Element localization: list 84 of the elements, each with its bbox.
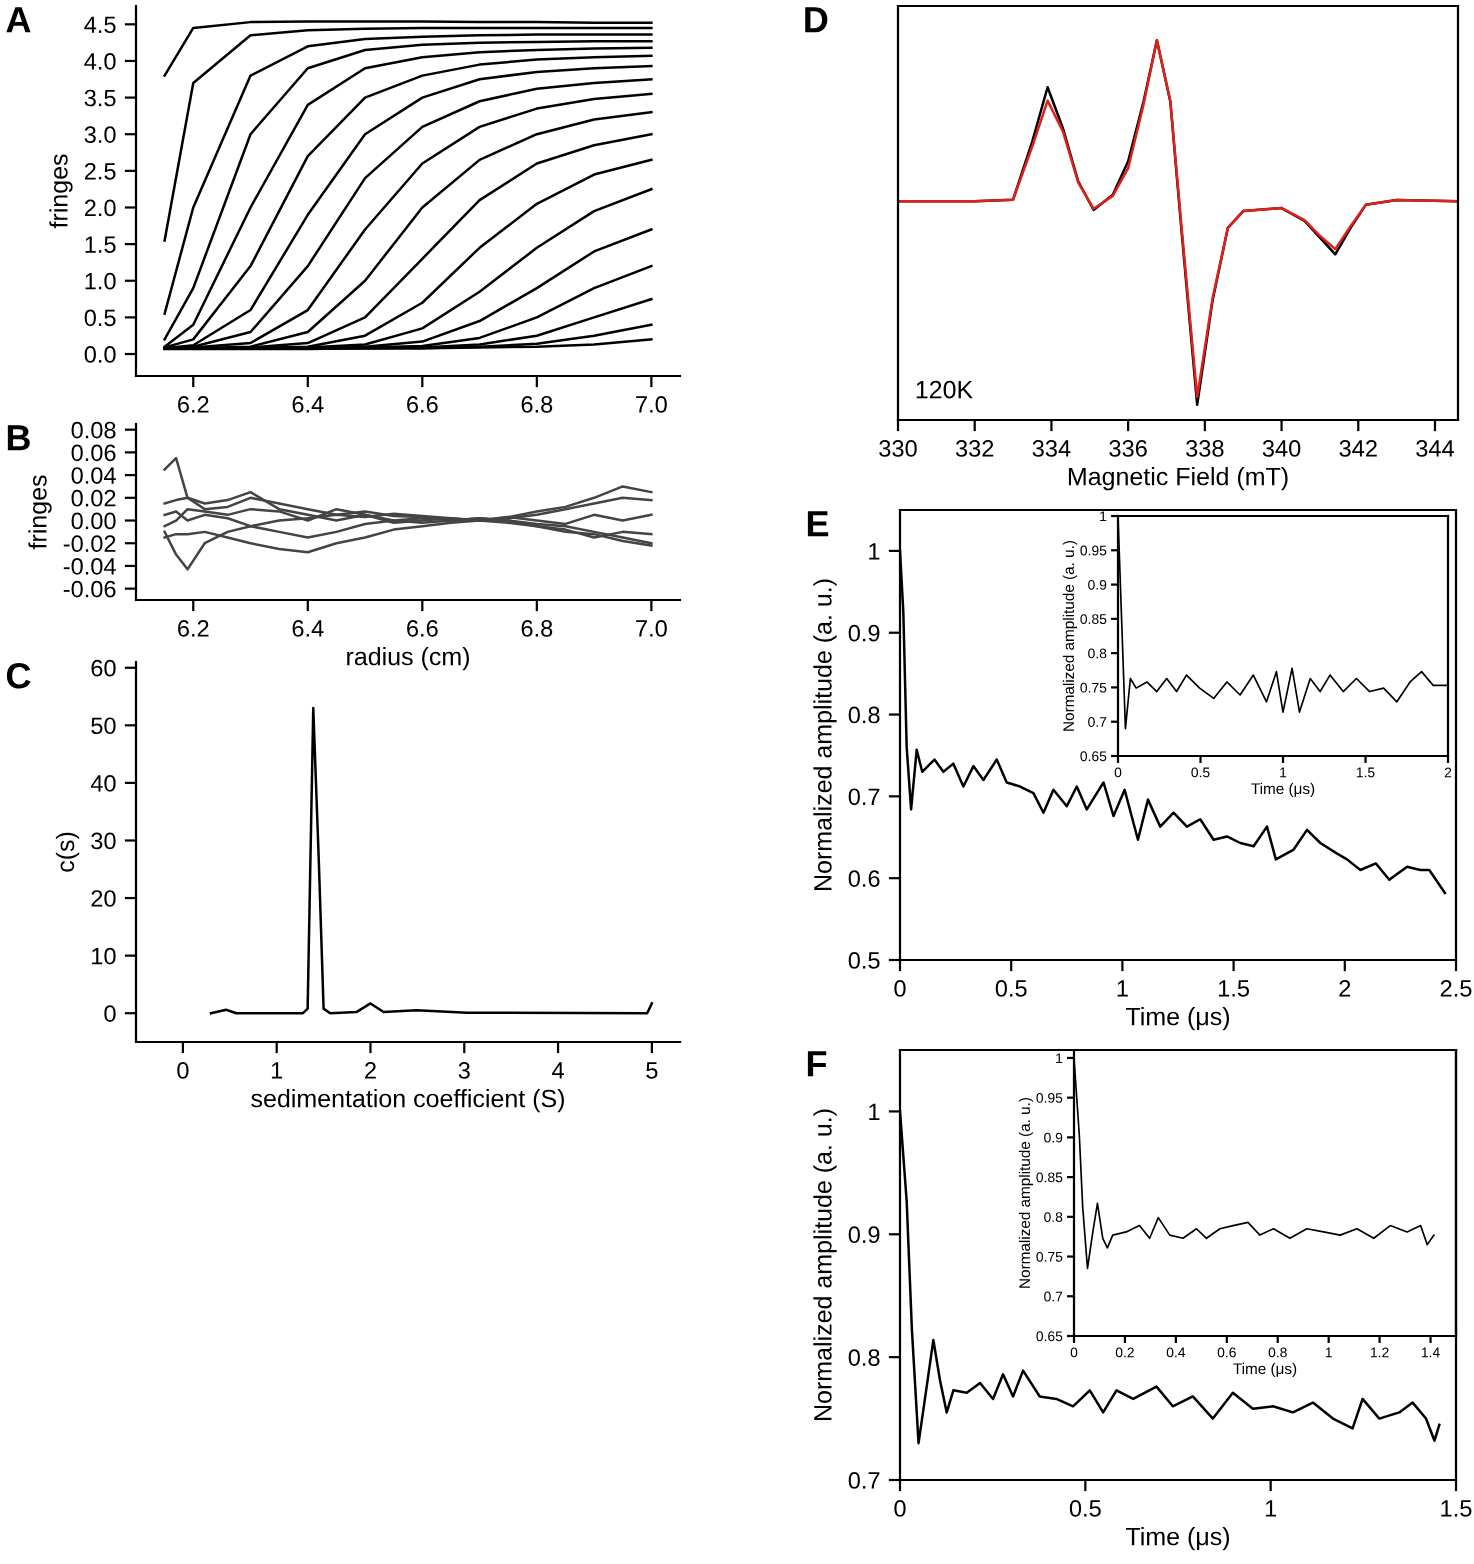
- y-tick-label: 0.9: [848, 1226, 880, 1244]
- y-tick-label: 3.5: [84, 89, 116, 107]
- y-tick-label: 50: [91, 717, 116, 735]
- y-tick-label: 0.6: [848, 870, 880, 887]
- y-axis-title: Normalized amplitude (a. u.): [813, 579, 837, 890]
- x-tick-label: 1: [1117, 980, 1128, 997]
- y-tick-label: 0.5: [848, 952, 880, 969]
- x-tick-label: 3: [458, 1062, 470, 1079]
- y-tick-label: 4.0: [84, 53, 116, 70]
- y-tick-label: 1.5: [85, 236, 116, 253]
- x-tick-label: 5: [646, 1062, 658, 1079]
- x-axis-title: sedimentation coefficient (S): [251, 1089, 564, 1113]
- y-tick-label: 3.0: [84, 126, 116, 144]
- x-tick-label: 330: [879, 440, 917, 457]
- x-tick-label: 332: [955, 440, 994, 457]
- y-tick-label: 0.5: [84, 309, 116, 327]
- x-tick-label: 6.4: [292, 396, 324, 413]
- x-axis-title: Magnetic Field (mT): [1068, 467, 1288, 491]
- y-tick-label: 0: [104, 1005, 116, 1022]
- x-tick-label: 6.8: [521, 620, 553, 637]
- y-axis-title: fringes: [49, 154, 73, 229]
- x-tick-label: 6.6: [407, 396, 438, 413]
- y-tick-label: 0.9: [848, 624, 880, 642]
- y-tick-label: 0.02: [71, 489, 116, 507]
- x-tick-label: 336: [1109, 440, 1147, 457]
- y-tick-label: 40: [90, 774, 116, 792]
- y-axis-title: c(s): [55, 832, 80, 872]
- x-axis-title: radius (cm): [347, 647, 469, 671]
- x-tick-label: 6.6: [407, 620, 438, 637]
- x-tick-label: 7.0: [636, 396, 667, 413]
- x-tick-label: 6.8: [521, 396, 553, 413]
- y-tick-label: 30: [91, 832, 116, 850]
- y-tick-label: 0.0: [84, 346, 116, 363]
- x-tick-label: 334: [1032, 440, 1071, 457]
- x-tick-label: 0: [177, 1062, 189, 1079]
- x-tick-label: 0: [894, 980, 906, 997]
- x-tick-label: 344: [1416, 440, 1454, 457]
- y-axis-title: fringes: [28, 475, 52, 550]
- y-tick-label: 2.0: [84, 199, 116, 217]
- x-tick-label: 0.5: [995, 980, 1027, 997]
- y-tick-label: 1: [869, 543, 880, 560]
- x-tick-label: 1.5: [1441, 1500, 1472, 1517]
- x-tick-label: 1.5: [1218, 980, 1250, 997]
- chart-title: A: [6, 7, 31, 33]
- y-tick-label: 0.04: [71, 467, 116, 484]
- y-tick-label: 0.8: [848, 706, 880, 724]
- y-tick-label: 10: [92, 947, 116, 965]
- x-tick-label: 2.5: [1440, 980, 1472, 997]
- y-tick-label: 60: [91, 659, 116, 677]
- y-axis-title: Normalized amplitude (a. u.): [813, 1109, 837, 1420]
- x-tick-label: 1: [271, 1062, 283, 1079]
- x-axis-title: Time (μs): [1126, 1527, 1230, 1551]
- x-tick-label: 340: [1262, 440, 1301, 457]
- y-tick-label: 4.5: [84, 16, 116, 34]
- y-tick-label: -0.04: [63, 558, 116, 575]
- y-tick-label: 1: [869, 1103, 880, 1120]
- chart-title: E: [807, 511, 829, 537]
- x-tick-label: 2: [1339, 980, 1351, 997]
- chart-title: F: [807, 1051, 827, 1077]
- y-tick-label: -0.02: [63, 535, 116, 553]
- x-tick-label: 338: [1186, 440, 1224, 457]
- y-tick-label: 0.00: [71, 512, 116, 530]
- chart-title: C: [6, 662, 31, 689]
- x-axis-title: Time (μs): [1126, 1007, 1230, 1031]
- y-tick-label: 0.08: [71, 421, 116, 439]
- y-tick-label: 0.7: [848, 1472, 880, 1489]
- x-tick-label: 1: [1265, 1500, 1277, 1517]
- x-tick-label: 342: [1339, 440, 1377, 457]
- x-tick-label: 7.0: [636, 620, 667, 637]
- x-tick-label: 6.2: [178, 620, 209, 637]
- y-tick-label: 0.06: [71, 444, 116, 462]
- y-tick-label: 0.7: [848, 788, 880, 806]
- chart-title: D: [805, 7, 828, 33]
- x-tick-label: 4: [552, 1062, 564, 1079]
- y-tick-label: -0.06: [63, 580, 116, 598]
- annotation: 120K: [916, 380, 973, 399]
- x-tick-label: 2: [365, 1062, 376, 1079]
- y-tick-label: 2.5: [84, 162, 116, 180]
- y-tick-label: 1.0: [85, 272, 116, 290]
- chart-title: B: [7, 425, 30, 451]
- y-tick-label: 20: [91, 890, 116, 907]
- x-tick-label: 6.4: [292, 620, 324, 637]
- x-tick-label: 6.2: [178, 396, 209, 413]
- x-tick-label: 0: [894, 1500, 906, 1517]
